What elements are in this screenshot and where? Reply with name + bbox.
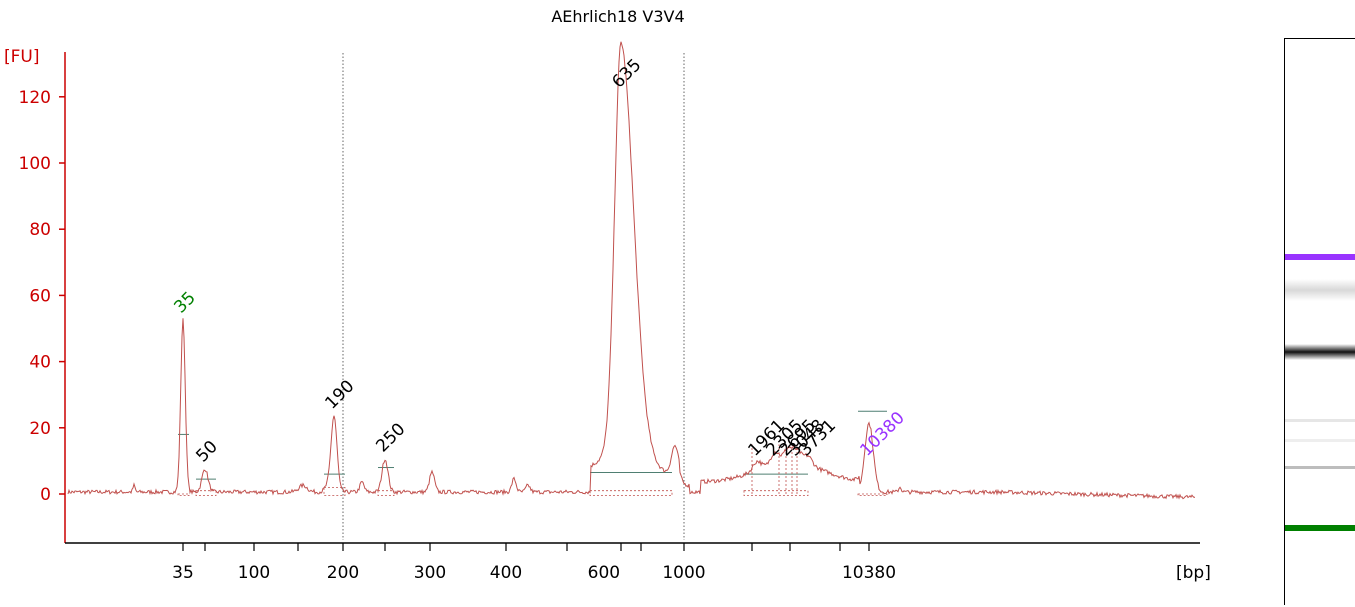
gel-band [1285, 344, 1355, 360]
y-tick-label: 80 [29, 220, 51, 240]
x-tick-label: 10380 [842, 563, 896, 583]
gel-band [1285, 525, 1355, 531]
peak-label: 10380 [856, 408, 908, 460]
x-axis-label: [bp] [1176, 563, 1211, 583]
y-axis-label: [FU] [4, 47, 40, 67]
x-tick-label: 400 [490, 563, 522, 583]
x-tick-label: 35 [172, 563, 194, 583]
y-tick-label: 100 [19, 154, 51, 174]
y-tick-label: 120 [19, 88, 51, 108]
integration-box [743, 490, 809, 497]
chart-title: AEhrlich18 V3V4 [551, 7, 684, 26]
integration-box [195, 490, 217, 497]
x-axis: 35 100 200 300 400 600 1000 10380 [65, 542, 1200, 583]
integration-box [857, 493, 888, 497]
gel-lane-image [1284, 38, 1355, 605]
x-tick-label: 600 [588, 563, 620, 583]
y-tick-label: 60 [29, 286, 51, 306]
peak-label: 50 [192, 437, 221, 466]
peak-label: 635 [608, 55, 645, 92]
x-tick-label: 300 [414, 563, 446, 583]
peak-label: 190 [321, 376, 358, 413]
fluorescence-trace [67, 41, 1196, 500]
gel-band [1285, 439, 1355, 442]
gel-band [1285, 419, 1355, 422]
y-tick-label: 0 [40, 485, 51, 505]
integration-box [177, 493, 190, 497]
integration-box [589, 490, 673, 497]
y-tick-label: 40 [29, 353, 51, 373]
peak-label: 35 [170, 288, 199, 317]
gel-band [1285, 254, 1355, 260]
y-tick-label: 20 [29, 419, 51, 439]
electropherogram-chart: AEhrlich18 V3V4 0 20 40 60 80 100 120 35 100 200… [4, 7, 1211, 583]
x-tick-label: 100 [238, 563, 270, 583]
gel-band [1285, 279, 1355, 301]
integration-box [377, 490, 395, 497]
x-tick-label: 1000 [662, 563, 705, 583]
y-axis: 0 20 40 60 80 100 120 [19, 52, 66, 543]
x-tick-label: 200 [327, 563, 359, 583]
peak-label: 250 [372, 419, 409, 456]
gel-band [1285, 466, 1355, 469]
